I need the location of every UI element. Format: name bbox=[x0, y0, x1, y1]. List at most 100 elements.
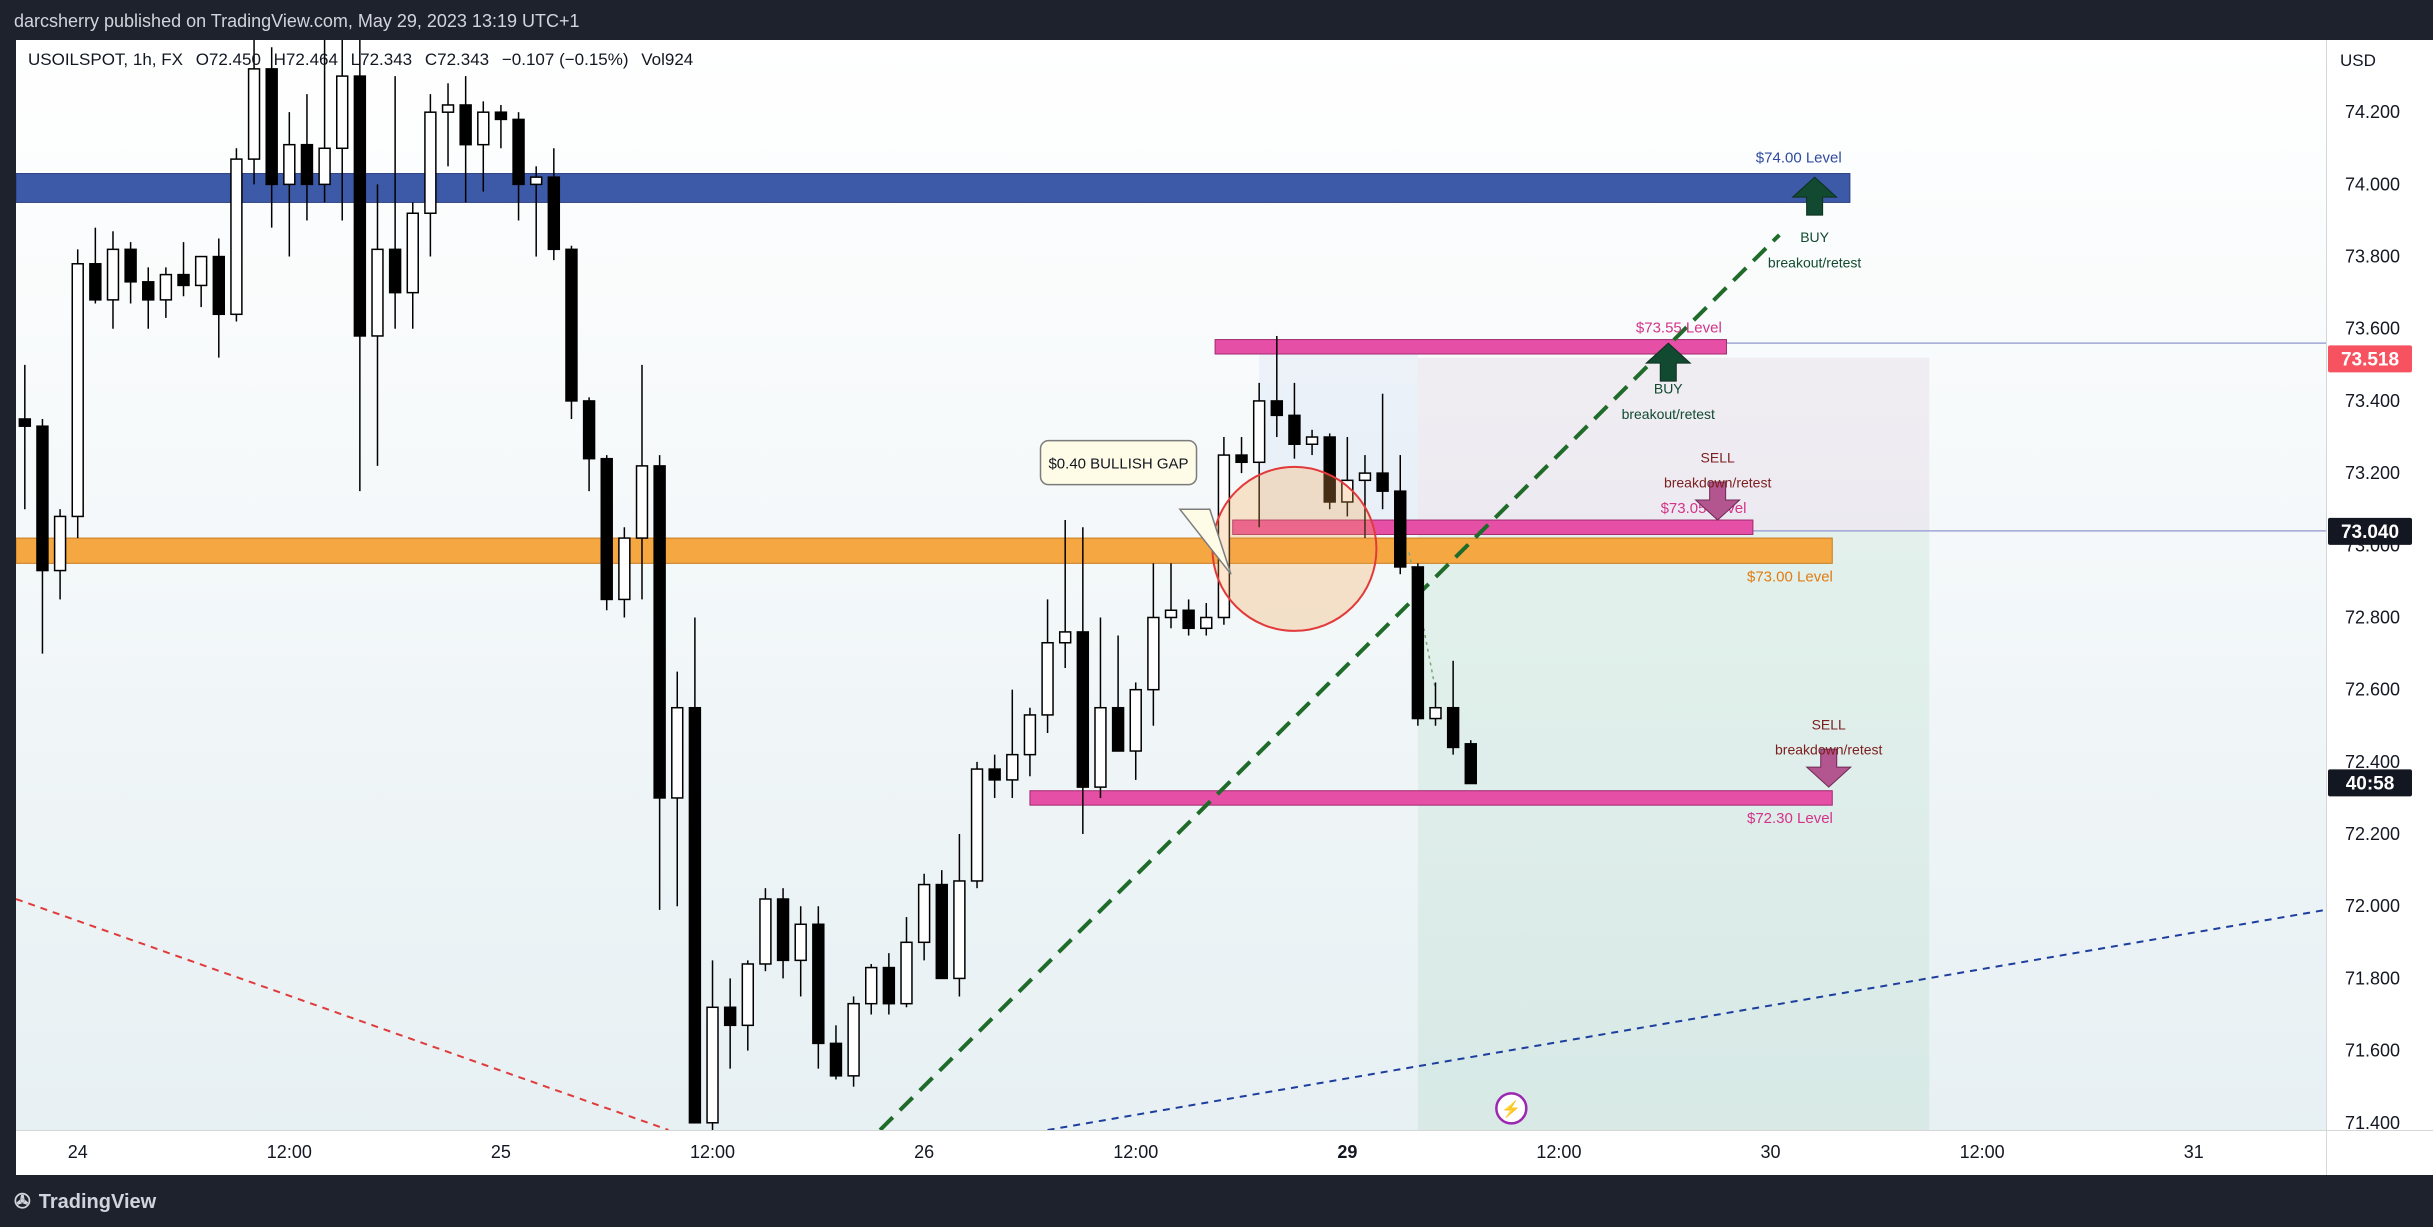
y-tick-label: 71.800 bbox=[2345, 968, 2400, 988]
candle-body bbox=[124, 248, 137, 283]
time-scale[interactable] bbox=[16, 1130, 2326, 1176]
candle-body bbox=[177, 273, 190, 287]
y-tick-label: 71.400 bbox=[2345, 1113, 2400, 1133]
candle-body bbox=[336, 75, 349, 150]
x-tick-label: 25 bbox=[491, 1142, 511, 1162]
candle-body bbox=[230, 158, 243, 316]
risk-zone bbox=[1417, 357, 1930, 531]
red-dashed-trendline bbox=[16, 898, 669, 1130]
legend-symbol: USOILSPOT, 1h, FX bbox=[28, 50, 183, 69]
level-73-zone bbox=[16, 537, 1833, 564]
legend-volume: Vol924 bbox=[641, 50, 694, 69]
sell-mid-sub: breakdown/retest bbox=[1664, 475, 1772, 491]
candle-body bbox=[1041, 641, 1054, 716]
candle-body bbox=[935, 883, 948, 980]
candle-body bbox=[424, 111, 437, 214]
candle-body bbox=[300, 143, 314, 186]
blue-dashed-trendline bbox=[1047, 908, 2326, 1130]
price-tag-label: 73.518 bbox=[2341, 349, 2399, 370]
candle-body bbox=[159, 273, 173, 301]
buy-arrow-top bbox=[1791, 176, 1838, 216]
candle-body bbox=[565, 248, 578, 402]
price-tag bbox=[2328, 345, 2412, 373]
x-tick-label: 24 bbox=[68, 1142, 88, 1162]
gap-zone-shade bbox=[1259, 346, 1418, 528]
candle-body bbox=[829, 1042, 843, 1077]
candle-body bbox=[970, 768, 984, 882]
candle-body bbox=[1111, 706, 1125, 752]
candle-body bbox=[1129, 688, 1142, 752]
candle-body bbox=[688, 706, 702, 1124]
candle-body bbox=[635, 465, 649, 539]
candle-body bbox=[1182, 609, 1195, 630]
tradingview-logo-icon: ✇ bbox=[14, 1191, 31, 1213]
candle-body bbox=[776, 898, 790, 962]
candle-body bbox=[1270, 400, 1284, 417]
candle-body bbox=[547, 176, 561, 251]
candle-body bbox=[1200, 616, 1213, 630]
label-74-level: $74.00 Level bbox=[1756, 150, 1842, 167]
label-7230-level: $72.30 Level bbox=[1747, 810, 1833, 827]
candle-body bbox=[953, 880, 966, 980]
candle-body bbox=[529, 176, 543, 186]
level-7230-band bbox=[1029, 790, 1833, 806]
price-tag bbox=[2328, 517, 2412, 545]
y-tick-label: 73.400 bbox=[2345, 391, 2400, 411]
candle-body bbox=[671, 706, 684, 799]
lightning-icon: ⚡ bbox=[1501, 1099, 1521, 1118]
candle-body bbox=[212, 255, 226, 316]
x-tick-label: 12:00 bbox=[690, 1142, 735, 1162]
candle-body bbox=[988, 768, 1001, 781]
symbol-legend: USOILSPOT, 1h, FX O72.450 H72.464 L72.34… bbox=[28, 50, 701, 70]
candle-body bbox=[1023, 714, 1037, 756]
brand-name: TradingView bbox=[38, 1191, 157, 1213]
candle-body bbox=[477, 111, 490, 146]
candle-body bbox=[812, 923, 825, 1045]
scale-corner bbox=[2326, 1130, 2433, 1176]
candle-body bbox=[388, 248, 402, 294]
x-tick-label: 29 bbox=[1337, 1142, 1357, 1162]
candle-body bbox=[1305, 436, 1319, 445]
y-tick-label: 72.400 bbox=[2345, 752, 2400, 772]
candle-body bbox=[582, 400, 596, 460]
candle-body bbox=[1094, 706, 1107, 788]
candle-body bbox=[1429, 706, 1442, 720]
price-tag-label: 73.040 bbox=[2341, 522, 2399, 543]
tradingview-logo[interactable]: ✇ TradingView bbox=[14, 1189, 156, 1214]
candle-body bbox=[847, 1002, 860, 1077]
candle-body bbox=[706, 1006, 719, 1124]
y-tick-label: 73.800 bbox=[2345, 247, 2400, 267]
price-scale[interactable] bbox=[2326, 40, 2433, 1130]
x-tick-label: 12:00 bbox=[1960, 1142, 2005, 1162]
bottom-bar: ✇ TradingView bbox=[0, 1175, 2433, 1227]
bullish-gap-circle bbox=[1211, 465, 1378, 632]
candle-body bbox=[900, 941, 913, 1005]
legend-change: −0.107 (−0.15%) bbox=[501, 50, 629, 69]
published-line: darcsherry published on TradingView.com,… bbox=[14, 11, 580, 31]
candle-body bbox=[371, 248, 384, 337]
label-7300-level: $73.00 Level bbox=[1747, 568, 1833, 585]
candle-body bbox=[1235, 454, 1248, 464]
gap-callout-box bbox=[1039, 439, 1198, 486]
legend-open: O72.450 bbox=[195, 50, 261, 69]
candle-body bbox=[106, 248, 120, 301]
legend-low: L72.343 bbox=[350, 50, 413, 69]
y-tick-label: 72.600 bbox=[2345, 680, 2400, 700]
candle-body bbox=[1164, 609, 1178, 619]
legend-close: C72.343 bbox=[424, 50, 490, 69]
y-tick-label: 73.600 bbox=[2345, 319, 2400, 339]
candle-body bbox=[759, 898, 772, 965]
candle-body bbox=[353, 75, 367, 337]
y-tick-label: 71.600 bbox=[2345, 1041, 2400, 1061]
y-tick-label: 72.200 bbox=[2345, 824, 2400, 844]
buy-top-label: BUY bbox=[1800, 229, 1829, 245]
candle-body bbox=[1358, 472, 1372, 482]
candle-body bbox=[1076, 631, 1090, 788]
x-tick-label: 30 bbox=[1761, 1142, 1781, 1162]
buy-top-sub: breakout/retest bbox=[1768, 254, 1861, 270]
x-tick-label: 12:00 bbox=[267, 1142, 312, 1162]
candle-body bbox=[1058, 631, 1072, 644]
candle-body bbox=[18, 418, 32, 427]
legend-high: H72.464 bbox=[273, 50, 338, 69]
